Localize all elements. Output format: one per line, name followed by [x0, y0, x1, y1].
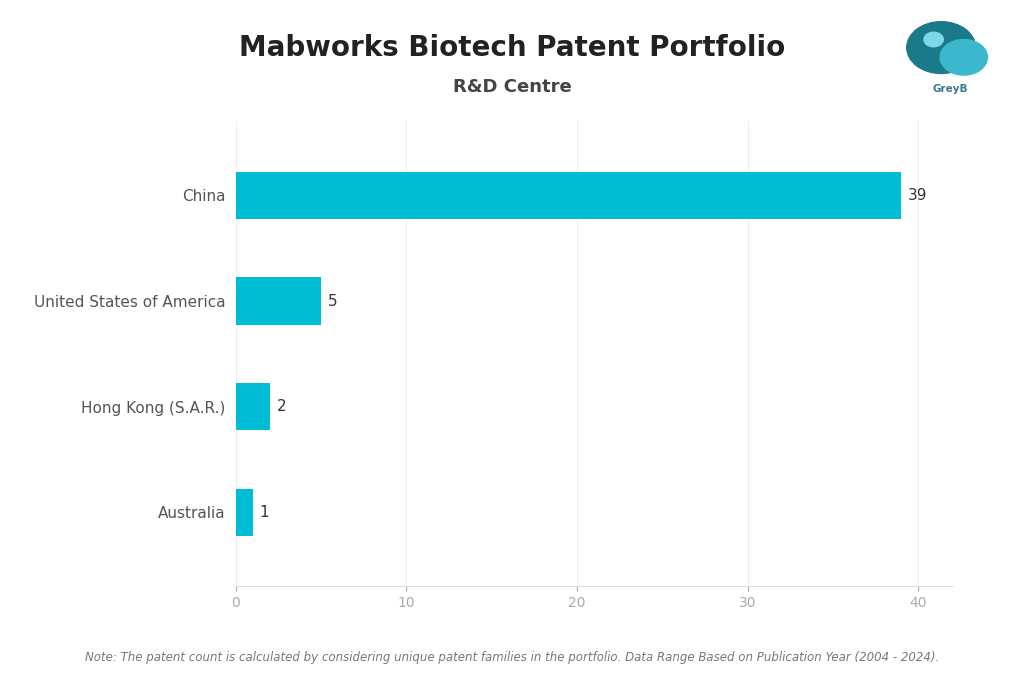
Bar	[236, 489, 253, 537]
Bar	[236, 383, 269, 431]
Text: Note: The patent count is calculated by considering unique patent families in th: Note: The patent count is calculated by …	[85, 651, 939, 664]
Text: 1: 1	[259, 505, 269, 520]
Text: 5: 5	[328, 293, 337, 309]
Bar	[236, 171, 901, 219]
Text: R&D Centre: R&D Centre	[453, 78, 571, 96]
Text: GreyB: GreyB	[932, 84, 968, 94]
Bar	[236, 277, 321, 325]
Circle shape	[940, 40, 987, 75]
Text: Mabworks Biotech Patent Portfolio: Mabworks Biotech Patent Portfolio	[239, 34, 785, 62]
Circle shape	[924, 32, 943, 47]
Text: 39: 39	[908, 188, 928, 203]
Text: 2: 2	[276, 399, 286, 415]
Circle shape	[907, 22, 976, 73]
